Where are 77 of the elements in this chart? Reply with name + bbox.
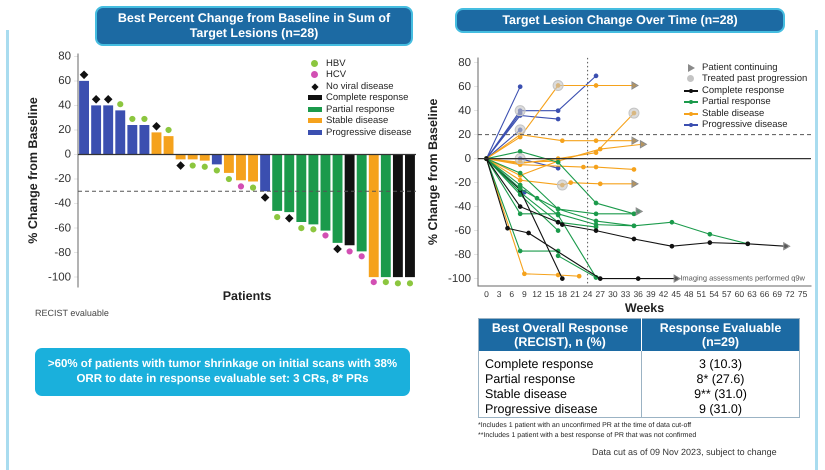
legend-label: Complete response [702, 84, 784, 96]
legend-label: Treated past progression [702, 73, 808, 85]
y-axis-title: % Change from Baseline [26, 97, 40, 244]
text: 9 (31.0) [698, 402, 742, 416]
x-tick-label: 45 [671, 289, 682, 300]
y-tick-label: 80 [58, 50, 72, 63]
x-axis-title: Patients [222, 288, 272, 303]
y-tick-label: -80 [54, 246, 72, 259]
x-axis-title: Weeks [624, 300, 664, 315]
legend-label: Patient continuing [702, 62, 778, 74]
x-tick-label: 54 [709, 289, 720, 300]
y-tick-label: -80 [454, 248, 472, 261]
y-tick-label: 80 [458, 56, 472, 69]
x-tick-label: 15 [544, 289, 555, 300]
chart-title: Best Percent Change from Baseline in Sum of Target Lesions (n=28) [95, 6, 413, 46]
category-label: Stable disease [478, 387, 642, 402]
x-tick-label: 66 [760, 289, 770, 300]
legend-label: Stable disease [702, 108, 764, 120]
x-tick-label: 21 [570, 289, 580, 300]
y-tick-label: -40 [54, 198, 72, 210]
x-tick-label: 36 [633, 289, 644, 300]
category-label: Partial response [478, 372, 642, 387]
legend-label: Stable disease [326, 115, 388, 127]
y-axis-title: % Change from Baseline [426, 98, 440, 246]
chart-title: Target Lesion Change Over Time (n=28) [455, 8, 785, 33]
x-tick-label: 51 [696, 289, 706, 300]
x-tick-label: 57 [722, 289, 732, 300]
text: 9** (31.0) [694, 387, 747, 401]
y-tick-label: 0 [64, 148, 72, 161]
y-tick-label: 60 [458, 80, 472, 93]
x-tick-label: 30 [608, 289, 618, 300]
legend-label: HBV [326, 58, 346, 70]
x-tick-label: 9 [522, 289, 528, 300]
y-tick-label: 40 [58, 100, 72, 112]
x-tick-label: 75 [798, 289, 808, 300]
y-tick-label: -20 [54, 173, 72, 186]
x-tick-label: 42 [658, 289, 668, 300]
x-tick-label: 24 [582, 289, 593, 300]
text: 8* (27.6) [696, 372, 744, 386]
text: RECIST evaluable [35, 308, 109, 318]
y-tick-label: 60 [58, 75, 72, 88]
legend-label: Progressive disease [702, 119, 788, 131]
text: >60% of patients with tumor shrinkage on initial scans with 38% ORR to date in response evaluable set: 3 CRs, 8* PRs [35, 348, 410, 396]
x-tick-label: 18 [558, 289, 568, 300]
legend-label: Progressive disease [326, 126, 412, 138]
x-tick-label: 6 [509, 289, 514, 300]
x-tick-label: 39 [646, 289, 656, 300]
y-tick-label: 0 [464, 152, 472, 165]
x-tick-label: 60 [734, 289, 744, 300]
text: 3 (10.3) [698, 357, 742, 371]
legend-label: HCV [326, 69, 346, 81]
y-tick-label: -100 [448, 272, 472, 285]
y-tick-label: -40 [454, 200, 472, 213]
x-tick-label: 27 [596, 289, 606, 300]
category-label: Progressive disease [478, 402, 642, 418]
x-tick-label: 0 [484, 289, 490, 300]
x-tick-label: 63 [747, 289, 757, 300]
x-tick-label: 3 [496, 289, 502, 300]
y-tick-label: 20 [58, 124, 72, 136]
x-tick-label: 69 [772, 289, 782, 300]
y-tick-label: -60 [54, 222, 72, 234]
x-tick-label: 72 [785, 289, 795, 300]
y-tick-label: 20 [458, 128, 472, 141]
legend-label: Partial response [702, 96, 771, 108]
x-tick-label: 12 [532, 289, 542, 300]
category-label: Complete response [478, 351, 642, 372]
y-tick-label: -100 [48, 271, 72, 284]
table-header: Best Overall Response (RECIST), n (%) Response Evaluable (n=29) [478, 318, 800, 351]
x-tick-label: 48 [684, 289, 694, 300]
legend-label: Complete response [326, 92, 408, 104]
y-tick-label: -60 [454, 224, 472, 237]
y-tick-label: -20 [454, 176, 472, 189]
legend-label: Partial response [326, 104, 395, 116]
x-tick-label: 33 [620, 289, 631, 300]
legend-label: No viral disease [326, 80, 394, 92]
y-tick-label: 40 [458, 104, 472, 117]
text: Data cut as of 09 Nov 2023, subject to change [592, 447, 777, 457]
